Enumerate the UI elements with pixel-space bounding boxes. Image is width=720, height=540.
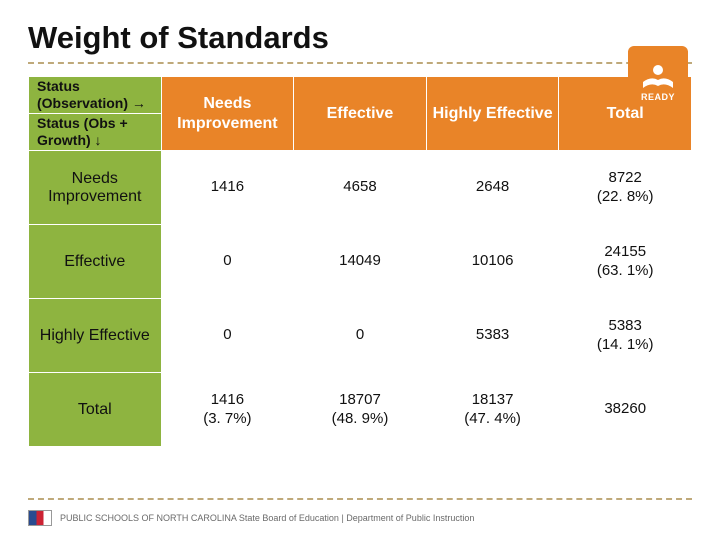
corner-bottom: Status (Obs + Growth) ↓: [29, 114, 162, 151]
slide: Weight of Standards READY Status (Observ…: [0, 0, 720, 540]
cell-2-2: 5383: [426, 299, 559, 373]
corner-top: Status (Observation) →: [29, 77, 162, 114]
row-label-3: Total: [29, 373, 162, 447]
col-header-0: Needs Improvement: [161, 77, 294, 151]
cell-0-3: 8722(22. 8%): [559, 151, 692, 225]
cell-1-2: 10106: [426, 225, 559, 299]
book-reader-icon: [641, 62, 675, 90]
footer: PUBLIC SCHOOLS OF NORTH CAROLINA State B…: [28, 510, 474, 526]
cell-2-0: 0: [161, 299, 294, 373]
table-row: Total 1416(3. 7%) 18707(48. 9%) 18137(47…: [29, 373, 692, 447]
col-header-2: Highly Effective: [426, 77, 559, 151]
title-divider: [28, 62, 692, 64]
row-label-0: Needs Improvement: [29, 151, 162, 225]
cell-0-0: 1416: [161, 151, 294, 225]
cell-2-3: 5383(14. 1%): [559, 299, 692, 373]
col-header-1: Effective: [294, 77, 427, 151]
cell-3-0: 1416(3. 7%): [161, 373, 294, 447]
cell-0-2: 2648: [426, 151, 559, 225]
table-row: Needs Improvement 1416 4658 2648 8722(22…: [29, 151, 692, 225]
row-label-1: Effective: [29, 225, 162, 299]
logo-label: READY: [641, 92, 675, 102]
cell-2-1: 0: [294, 299, 427, 373]
cell-1-3: 24155(63. 1%): [559, 225, 692, 299]
footer-divider: [28, 498, 692, 500]
cell-0-1: 4658: [294, 151, 427, 225]
table-row: Effective 0 14049 10106 24155(63. 1%): [29, 225, 692, 299]
page-title: Weight of Standards: [28, 20, 692, 56]
cell-3-2: 18137(47. 4%): [426, 373, 559, 447]
cell-3-3: 38260: [559, 373, 692, 447]
nc-flag-icon: [28, 510, 52, 526]
table-row: Highly Effective 0 0 5383 5383(14. 1%): [29, 299, 692, 373]
row-label-2: Highly Effective: [29, 299, 162, 373]
ready-logo: READY: [628, 46, 688, 106]
cell-1-1: 14049: [294, 225, 427, 299]
standards-table: Status (Observation) → Needs Improvement…: [28, 76, 692, 447]
cell-3-1: 18707(48. 9%): [294, 373, 427, 447]
footer-text: PUBLIC SCHOOLS OF NORTH CAROLINA State B…: [60, 513, 474, 523]
cell-1-0: 0: [161, 225, 294, 299]
